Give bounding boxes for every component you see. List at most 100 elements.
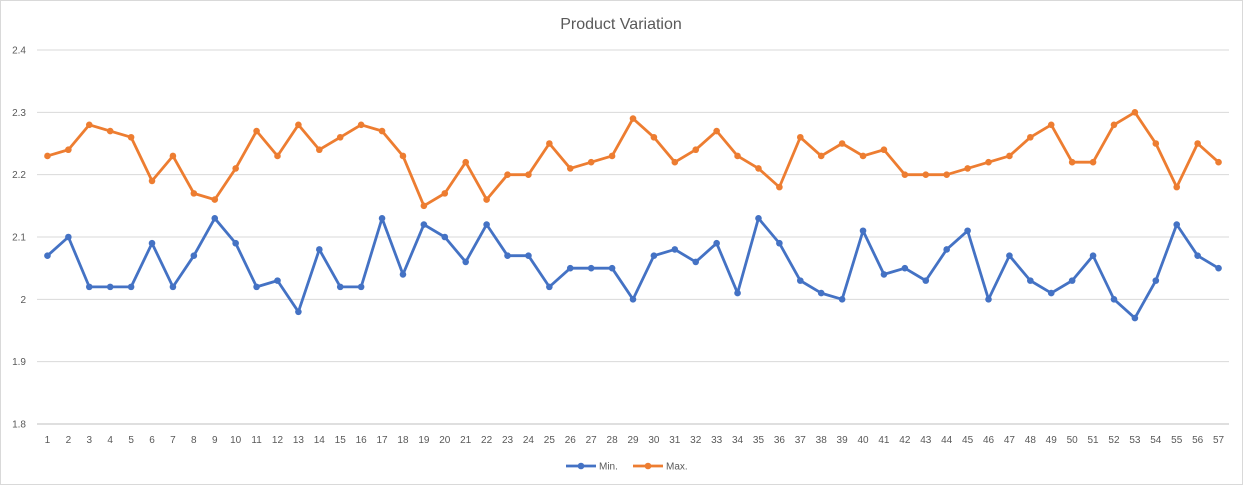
data-point (1006, 153, 1013, 160)
legend: Min. Max. (566, 462, 688, 473)
data-point (316, 146, 323, 153)
data-point (462, 159, 469, 166)
data-point (692, 259, 699, 266)
y-tick-label: 2.3 (12, 108, 26, 119)
x-tick-label: 57 (1213, 435, 1225, 446)
data-point (1090, 252, 1097, 259)
legend-label: Max. (666, 462, 688, 473)
data-point (107, 128, 114, 135)
y-tick-label: 2.4 (12, 46, 26, 57)
data-point (504, 252, 511, 259)
series-max (44, 109, 1222, 209)
data-point (776, 184, 783, 191)
data-point (922, 277, 929, 284)
data-point (818, 153, 825, 160)
x-tick-label: 14 (314, 435, 326, 446)
data-point (44, 153, 51, 160)
x-tick-label: 15 (335, 435, 347, 446)
data-point (1153, 140, 1160, 147)
x-axis-tick-labels: 1 2 3 4 5 6 7 8 9 10 11 12 13 14 15 16 17 18 19 20 21 22 23 24 2… (45, 435, 1225, 446)
data-point (1153, 277, 1160, 284)
x-tick-label: 33 (711, 435, 723, 446)
data-point (337, 134, 344, 141)
y-tick-label: 2.2 (12, 170, 26, 181)
x-tick-label: 50 (1067, 435, 1079, 446)
series-line (47, 112, 1218, 206)
data-point (797, 134, 804, 141)
data-point (379, 128, 386, 135)
data-point (797, 277, 804, 284)
data-point (316, 246, 323, 253)
data-point (295, 122, 302, 129)
data-point (462, 259, 469, 266)
x-tick-label: 2 (66, 435, 72, 446)
x-tick-label: 24 (523, 435, 535, 446)
data-point (191, 190, 198, 197)
data-point (692, 146, 699, 153)
data-point (839, 140, 846, 147)
x-tick-label: 28 (607, 435, 619, 446)
data-point (1027, 277, 1034, 284)
legend-marker (645, 463, 652, 470)
x-tick-label: 26 (565, 435, 577, 446)
data-point (295, 309, 302, 316)
data-point (713, 128, 720, 135)
x-tick-label: 55 (1171, 435, 1183, 446)
x-tick-label: 23 (502, 435, 514, 446)
data-point (232, 165, 239, 172)
data-point (1069, 159, 1076, 166)
x-tick-label: 37 (795, 435, 807, 446)
data-point (400, 153, 407, 160)
data-point (274, 153, 281, 160)
x-tick-label: 51 (1088, 435, 1100, 446)
data-point (1006, 252, 1013, 259)
x-tick-label: 3 (86, 435, 92, 446)
x-tick-label: 56 (1192, 435, 1204, 446)
data-point (1069, 277, 1076, 284)
data-point (441, 234, 448, 241)
data-point (1027, 134, 1034, 141)
x-tick-label: 21 (460, 435, 472, 446)
data-point (525, 171, 532, 178)
x-tick-label: 7 (170, 435, 176, 446)
data-point (253, 284, 260, 291)
x-tick-label: 16 (356, 435, 368, 446)
data-point (985, 296, 992, 303)
line-chart: Product Variation 1.81.922.12.22.32.4 12… (1, 1, 1242, 484)
data-point (421, 221, 428, 228)
series-line (47, 218, 1218, 318)
data-point (881, 146, 888, 153)
data-point (588, 159, 595, 166)
x-tick-label: 12 (272, 435, 284, 446)
data-point (567, 165, 574, 172)
data-point (964, 165, 971, 172)
x-tick-label: 31 (669, 435, 681, 446)
x-tick-label: 9 (212, 435, 218, 446)
data-point (860, 153, 867, 160)
data-point (713, 240, 720, 247)
data-point (483, 221, 490, 228)
x-tick-label: 43 (920, 435, 932, 446)
data-point (1132, 109, 1139, 116)
data-point (107, 284, 114, 291)
data-point (1194, 140, 1201, 147)
x-tick-label: 13 (293, 435, 305, 446)
y-tick-label: 2 (20, 295, 26, 306)
data-point (839, 296, 846, 303)
data-point (149, 240, 156, 247)
x-tick-label: 19 (418, 435, 430, 446)
data-point (128, 134, 135, 141)
x-tick-label: 1 (45, 435, 51, 446)
data-point (1111, 122, 1118, 129)
data-point (755, 215, 762, 222)
data-point (86, 284, 93, 291)
data-point (211, 215, 218, 222)
legend-label: Min. (599, 462, 618, 473)
data-point (358, 284, 365, 291)
data-point (902, 265, 909, 272)
data-point (546, 140, 553, 147)
x-tick-label: 6 (149, 435, 155, 446)
x-tick-label: 36 (774, 435, 786, 446)
data-point (734, 153, 741, 160)
data-point (86, 122, 93, 129)
